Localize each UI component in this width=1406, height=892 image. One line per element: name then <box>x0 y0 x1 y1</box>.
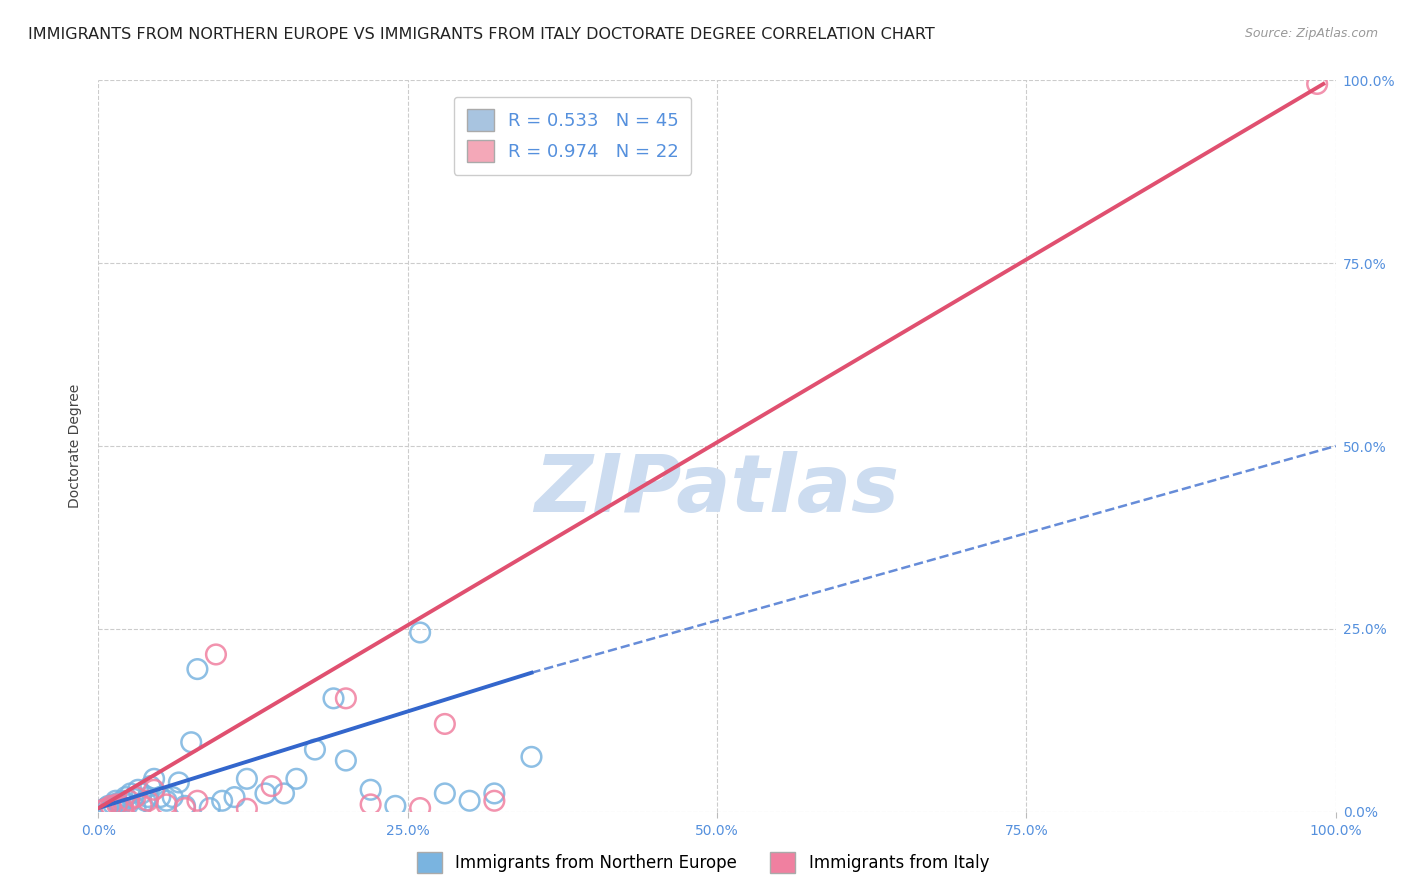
Point <box>335 754 357 768</box>
Point <box>409 801 432 815</box>
Text: IMMIGRANTS FROM NORTHERN EUROPE VS IMMIGRANTS FROM ITALY DOCTORATE DEGREE CORREL: IMMIGRANTS FROM NORTHERN EUROPE VS IMMIG… <box>28 27 935 42</box>
Point <box>93 802 115 816</box>
Point <box>254 787 277 801</box>
Point <box>180 735 202 749</box>
Point <box>112 801 135 815</box>
Point <box>112 794 135 808</box>
Point <box>91 803 114 817</box>
Point <box>110 798 132 813</box>
Point <box>458 794 481 808</box>
Point <box>1306 77 1329 91</box>
Point <box>174 798 197 813</box>
Point <box>120 787 142 801</box>
Point <box>384 798 406 813</box>
Point <box>100 801 122 815</box>
Point <box>186 662 208 676</box>
Point <box>174 801 197 815</box>
Point <box>139 779 162 793</box>
Point <box>322 691 344 706</box>
Point <box>122 791 145 805</box>
Point <box>131 798 153 813</box>
Point <box>162 790 184 805</box>
Point <box>114 790 136 805</box>
Point <box>285 772 308 786</box>
Point <box>118 794 141 808</box>
Point <box>94 802 117 816</box>
Point <box>198 801 221 815</box>
Point <box>136 794 159 808</box>
Text: ZIPatlas: ZIPatlas <box>534 450 900 529</box>
Point <box>91 803 114 817</box>
Point <box>205 648 228 662</box>
Point <box>260 779 283 793</box>
Point <box>124 801 146 815</box>
Point <box>360 782 382 797</box>
Point <box>124 790 146 805</box>
Point <box>186 794 208 808</box>
Point <box>520 749 543 764</box>
Legend: R = 0.533   N = 45, R = 0.974   N = 22: R = 0.533 N = 45, R = 0.974 N = 22 <box>454 96 692 175</box>
Point <box>103 797 125 812</box>
Point <box>97 798 120 813</box>
Legend: Immigrants from Northern Europe, Immigrants from Italy: Immigrants from Northern Europe, Immigra… <box>411 846 995 880</box>
Point <box>143 772 166 786</box>
Point <box>304 742 326 756</box>
Point <box>143 782 166 797</box>
Point <box>131 787 153 801</box>
Point <box>335 691 357 706</box>
Point <box>224 790 246 805</box>
Point <box>167 775 190 789</box>
Point <box>211 794 233 808</box>
Point <box>273 787 295 801</box>
Point <box>155 794 177 808</box>
Point <box>360 797 382 812</box>
Point <box>484 794 506 808</box>
Point <box>136 790 159 805</box>
Point <box>149 790 172 805</box>
Point <box>100 798 122 813</box>
Point <box>134 794 156 808</box>
Point <box>409 625 432 640</box>
Point <box>105 797 128 812</box>
Point <box>117 797 139 812</box>
Point <box>433 787 456 801</box>
Point <box>236 772 259 786</box>
Point <box>155 797 177 812</box>
Point <box>104 794 127 808</box>
Point <box>433 717 456 731</box>
Point <box>107 796 129 810</box>
Point <box>96 800 118 814</box>
Point <box>484 787 506 801</box>
Point <box>236 802 259 816</box>
Point <box>127 782 149 797</box>
Text: Source: ZipAtlas.com: Source: ZipAtlas.com <box>1244 27 1378 40</box>
Y-axis label: Doctorate Degree: Doctorate Degree <box>69 384 83 508</box>
